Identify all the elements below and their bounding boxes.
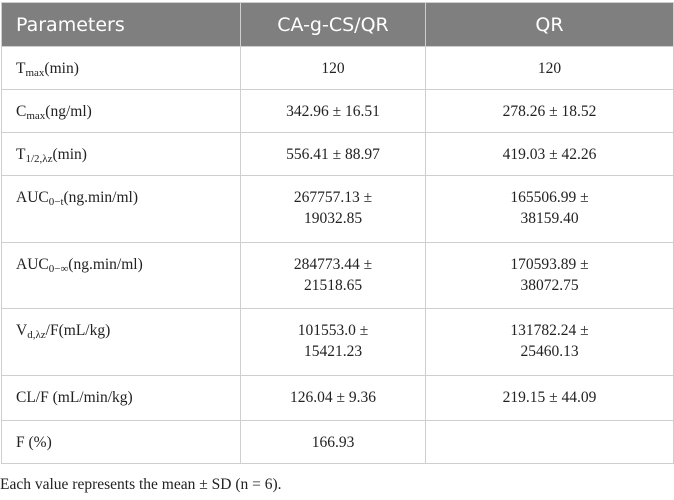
value-cell: 419.03 ± 42.26 (425, 132, 674, 176)
value-cell: 219.15 ± 44.09 (425, 375, 674, 421)
value-text: 284773.44 ± 21518.65 (293, 256, 373, 294)
value-text: 120 (537, 60, 562, 77)
value-cell: 278.26 ± 18.52 (425, 89, 674, 133)
value-cell: 284773.44 ± 21518.65 (240, 242, 426, 309)
footnote: Each value represents the mean ± SD (n =… (0, 476, 282, 493)
parameter-unit: (ng.min/ml) (68, 256, 143, 273)
value-cell: 165506.99 ± 38159.40 (425, 175, 674, 243)
parameter-subscript: 0−∞ (48, 263, 69, 275)
table-row: AUC0−∞(ng.min/ml) 284773.44 ± 21518.65 170… (1, 242, 674, 309)
value-cell: 131782.24 ± 25460.13 (425, 308, 674, 376)
parameter-cell: CL/F (mL/min/kg) (1, 375, 241, 421)
parameter-base: C (16, 103, 27, 120)
parameter-base: T (16, 146, 26, 163)
parameter-unit: (min) (52, 146, 87, 163)
header-cell: Parameters (1, 2, 241, 47)
parameter-cell: Vd,λz/F(mL/kg) (1, 308, 241, 376)
value-text: 101553.0 ± 15421.23 (297, 322, 369, 360)
table-row: AUC0−t(ng.min/ml) 267757.13 ± 19032.85 165… (1, 175, 674, 243)
parameter-name: CL/F (mL/min/kg) (16, 389, 133, 406)
table-row: CL/F (mL/min/kg) 126.04 ± 9.36 219.15 ± 44… (1, 375, 674, 421)
value-cell: 267757.13 ± 19032.85 (240, 175, 426, 243)
value-cell: 166.93 (240, 420, 426, 464)
parameter-unit: (min) (44, 60, 79, 77)
parameter-cell: AUC0−∞(ng.min/ml) (1, 242, 241, 309)
value-text: 126.04 ± 9.36 (289, 389, 376, 406)
parameter-subscript: max (25, 67, 45, 79)
parameter-subscript: d,λz (27, 329, 46, 341)
parameter-cell: Tmax(min) (1, 46, 241, 90)
value-text: 120 (321, 60, 345, 77)
table-row: Cmax(ng/ml) 342.96 ± 16.51 278.26 ± 18.52 (1, 89, 674, 133)
value-cell: 342.96 ± 16.51 (240, 89, 426, 133)
parameter-unit: (ng.min/ml) (63, 189, 138, 206)
table-row: T1/2,λz(min) 556.41 ± 88.97 419.03 ± 42.26 (1, 132, 674, 176)
header-row: Parameters CA-g-CS/QR QR (1, 2, 674, 47)
value-text: 166.93 (311, 434, 355, 451)
value-cell: 170593.89 ± 38072.75 (425, 242, 674, 309)
header-cell: QR (425, 2, 674, 47)
value-cell: 101553.0 ± 15421.23 (240, 308, 426, 376)
value-cell: 556.41 ± 88.97 (240, 132, 426, 176)
value-text: 219.15 ± 44.09 (502, 389, 597, 406)
table-row: Vd,λz/F(mL/kg) 101553.0 ± 15421.23 131782.… (1, 308, 674, 376)
parameter-cell: AUC0−t(ng.min/ml) (1, 175, 241, 243)
value-text: 170593.89 ± 38072.75 (510, 256, 589, 294)
value-text: 131782.24 ± 25460.13 (510, 322, 589, 360)
value-cell: 120 (425, 46, 674, 90)
value-text: 278.26 ± 18.52 (502, 103, 597, 120)
value-text: 556.41 ± 88.97 (286, 146, 380, 163)
parameter-subscript: 1/2,λz (25, 153, 53, 165)
table-body: Tmax(min) 120 120 Cmax(ng/ml) 342.96 ± 16.51… (1, 46, 674, 464)
parameter-base: AUC (16, 189, 49, 206)
value-cell: 126.04 ± 9.36 (240, 375, 426, 421)
table-row: F (%) 166.93 (1, 420, 674, 464)
parameter-unit: (ng/ml) (45, 103, 92, 120)
table-header: Parameters CA-g-CS/QR QR (1, 2, 674, 47)
parameter-cell: F (%) (1, 420, 241, 464)
parameter-cell: Cmax(ng/ml) (1, 89, 241, 133)
parameters-table: Parameters CA-g-CS/QR QR Tmax(min) 120 120… (1, 2, 674, 464)
table-row: Tmax(min) 120 120 (1, 46, 674, 90)
parameter-subscript: 0−t (48, 196, 64, 208)
value-cell (425, 420, 674, 464)
value-cell: 120 (240, 46, 426, 90)
value-text: 267757.13 ± 19032.85 (293, 189, 373, 227)
parameter-base: V (16, 322, 28, 339)
parameter-subscript: max (26, 110, 46, 122)
value-text: 342.96 ± 16.51 (286, 103, 380, 120)
header-cell: CA-g-CS/QR (240, 2, 426, 47)
parameter-base: AUC (16, 256, 49, 273)
parameter-base: T (16, 60, 26, 77)
parameter-unit: /F(mL/kg) (45, 322, 111, 339)
value-text: 165506.99 ± 38159.40 (510, 189, 589, 227)
value-text: 419.03 ± 42.26 (502, 146, 597, 163)
parameter-cell: T1/2,λz(min) (1, 132, 241, 176)
parameter-name: F (%) (16, 434, 52, 451)
